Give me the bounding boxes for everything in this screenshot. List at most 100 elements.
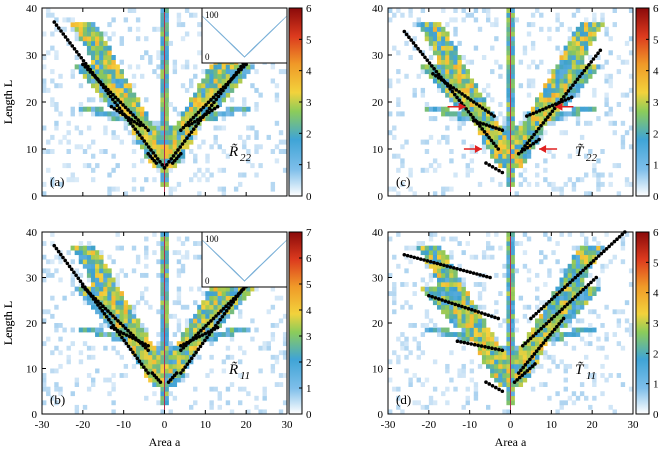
heatmap-cell bbox=[91, 111, 96, 117]
branch-dot bbox=[541, 107, 545, 112]
heatmap-cell bbox=[559, 332, 564, 337]
heatmap-cell bbox=[420, 404, 426, 410]
heatmap-cell bbox=[563, 78, 568, 84]
heatmap-cell bbox=[457, 125, 462, 131]
heatmap-cell bbox=[103, 45, 108, 51]
heatmap-cell bbox=[197, 309, 202, 315]
heatmap-cell bbox=[547, 336, 552, 342]
heatmap-cell bbox=[510, 272, 515, 278]
heatmap-cell bbox=[510, 300, 515, 306]
heatmap-cell bbox=[78, 291, 84, 296]
heatmap-cell bbox=[563, 309, 568, 315]
heatmap-cell bbox=[465, 327, 470, 333]
heatmap-cell bbox=[209, 286, 214, 292]
heatmap-cell bbox=[408, 172, 413, 178]
branch-dot bbox=[113, 95, 118, 100]
heatmap-cell bbox=[486, 144, 491, 150]
heatmap-cell bbox=[82, 295, 88, 301]
heatmap-cell bbox=[481, 327, 487, 333]
heatmap-cell bbox=[408, 186, 413, 192]
branch-dot bbox=[98, 80, 103, 84]
heatmap-cell bbox=[575, 59, 581, 65]
heatmap-cell bbox=[91, 268, 96, 274]
heatmap-cell bbox=[127, 323, 133, 328]
heatmap-cell bbox=[437, 31, 442, 37]
heatmap-cell bbox=[441, 332, 446, 337]
heatmap-cell bbox=[510, 323, 515, 328]
heatmap-cell bbox=[437, 286, 442, 292]
branch-dot bbox=[123, 105, 128, 110]
heatmap-cell bbox=[238, 73, 243, 79]
heatmap-cell bbox=[543, 167, 548, 173]
branch-dot bbox=[122, 338, 126, 343]
branch-dot bbox=[487, 163, 492, 167]
heatmap-cell bbox=[42, 341, 47, 347]
heatmap-cell bbox=[600, 64, 605, 70]
heatmap-cell bbox=[510, 55, 515, 60]
heatmap-cell bbox=[441, 55, 446, 60]
heatmap-cell bbox=[140, 323, 145, 328]
heatmap-cell bbox=[571, 111, 577, 117]
heatmap-cell bbox=[172, 69, 178, 75]
heatmap-cell bbox=[571, 304, 577, 310]
heatmap-cell bbox=[518, 158, 524, 164]
branch-dot bbox=[494, 385, 498, 390]
heatmap-cell bbox=[535, 8, 540, 13]
heatmap-cell bbox=[441, 83, 446, 89]
heatmap-cell bbox=[441, 236, 446, 242]
heatmap-cell bbox=[445, 40, 450, 46]
heatmap-cell bbox=[518, 83, 524, 89]
heatmap-cell bbox=[408, 12, 413, 18]
heatmap-cell bbox=[180, 149, 186, 154]
heatmap-cell bbox=[514, 359, 519, 365]
heatmap-cell bbox=[428, 263, 434, 269]
heatmap-cell bbox=[213, 139, 218, 145]
heatmap-cell bbox=[115, 186, 120, 192]
heatmap-cell bbox=[457, 120, 462, 126]
heatmap-cell bbox=[424, 282, 430, 287]
heatmap-cell bbox=[103, 97, 108, 103]
heatmap-cell bbox=[74, 268, 80, 274]
heatmap-cell bbox=[184, 304, 190, 310]
heatmap-cell bbox=[254, 327, 259, 333]
heatmap-cell bbox=[242, 69, 247, 75]
heatmap-cell bbox=[628, 268, 634, 274]
heatmap-cell bbox=[127, 130, 133, 136]
heatmap-cell bbox=[457, 55, 462, 60]
branch-dot bbox=[131, 350, 135, 355]
heatmap-cell bbox=[588, 73, 593, 79]
heatmap-cell bbox=[551, 300, 556, 306]
branch-dot bbox=[534, 139, 538, 144]
heatmap-cell bbox=[543, 177, 548, 183]
heatmap-cell bbox=[453, 50, 458, 56]
heatmap-cell bbox=[600, 391, 605, 397]
heatmap-cell bbox=[392, 254, 397, 260]
heatmap-cell bbox=[172, 368, 178, 374]
y-tick-label: 0 bbox=[32, 191, 38, 203]
heatmap-cell bbox=[201, 323, 206, 328]
heatmap-cell bbox=[164, 323, 169, 328]
heatmap-cell bbox=[506, 277, 511, 283]
heatmap-cell bbox=[201, 336, 206, 342]
heatmap-cell bbox=[445, 22, 450, 28]
heatmap-cell bbox=[535, 272, 540, 278]
heatmap-cell bbox=[432, 272, 438, 278]
branch-dot bbox=[118, 100, 123, 105]
heatmap-cell bbox=[115, 277, 120, 283]
heatmap-cell bbox=[217, 186, 222, 192]
heatmap-cell bbox=[123, 191, 129, 197]
branch-dot bbox=[206, 100, 211, 105]
heatmap-cell bbox=[103, 125, 108, 131]
heatmap-cell bbox=[494, 153, 499, 159]
heatmap-cell bbox=[205, 78, 210, 84]
heatmap-cell bbox=[127, 64, 133, 70]
panel-symbol: R̃ bbox=[228, 144, 238, 160]
branch-dot bbox=[469, 98, 473, 102]
branch-dot bbox=[465, 341, 470, 346]
heatmap-cell bbox=[205, 309, 210, 315]
heatmap-cell bbox=[282, 149, 288, 154]
heatmap-cell bbox=[221, 149, 227, 154]
heatmap-cell bbox=[526, 31, 532, 37]
heatmap-cell bbox=[396, 232, 401, 237]
heatmap-cell bbox=[160, 291, 165, 296]
